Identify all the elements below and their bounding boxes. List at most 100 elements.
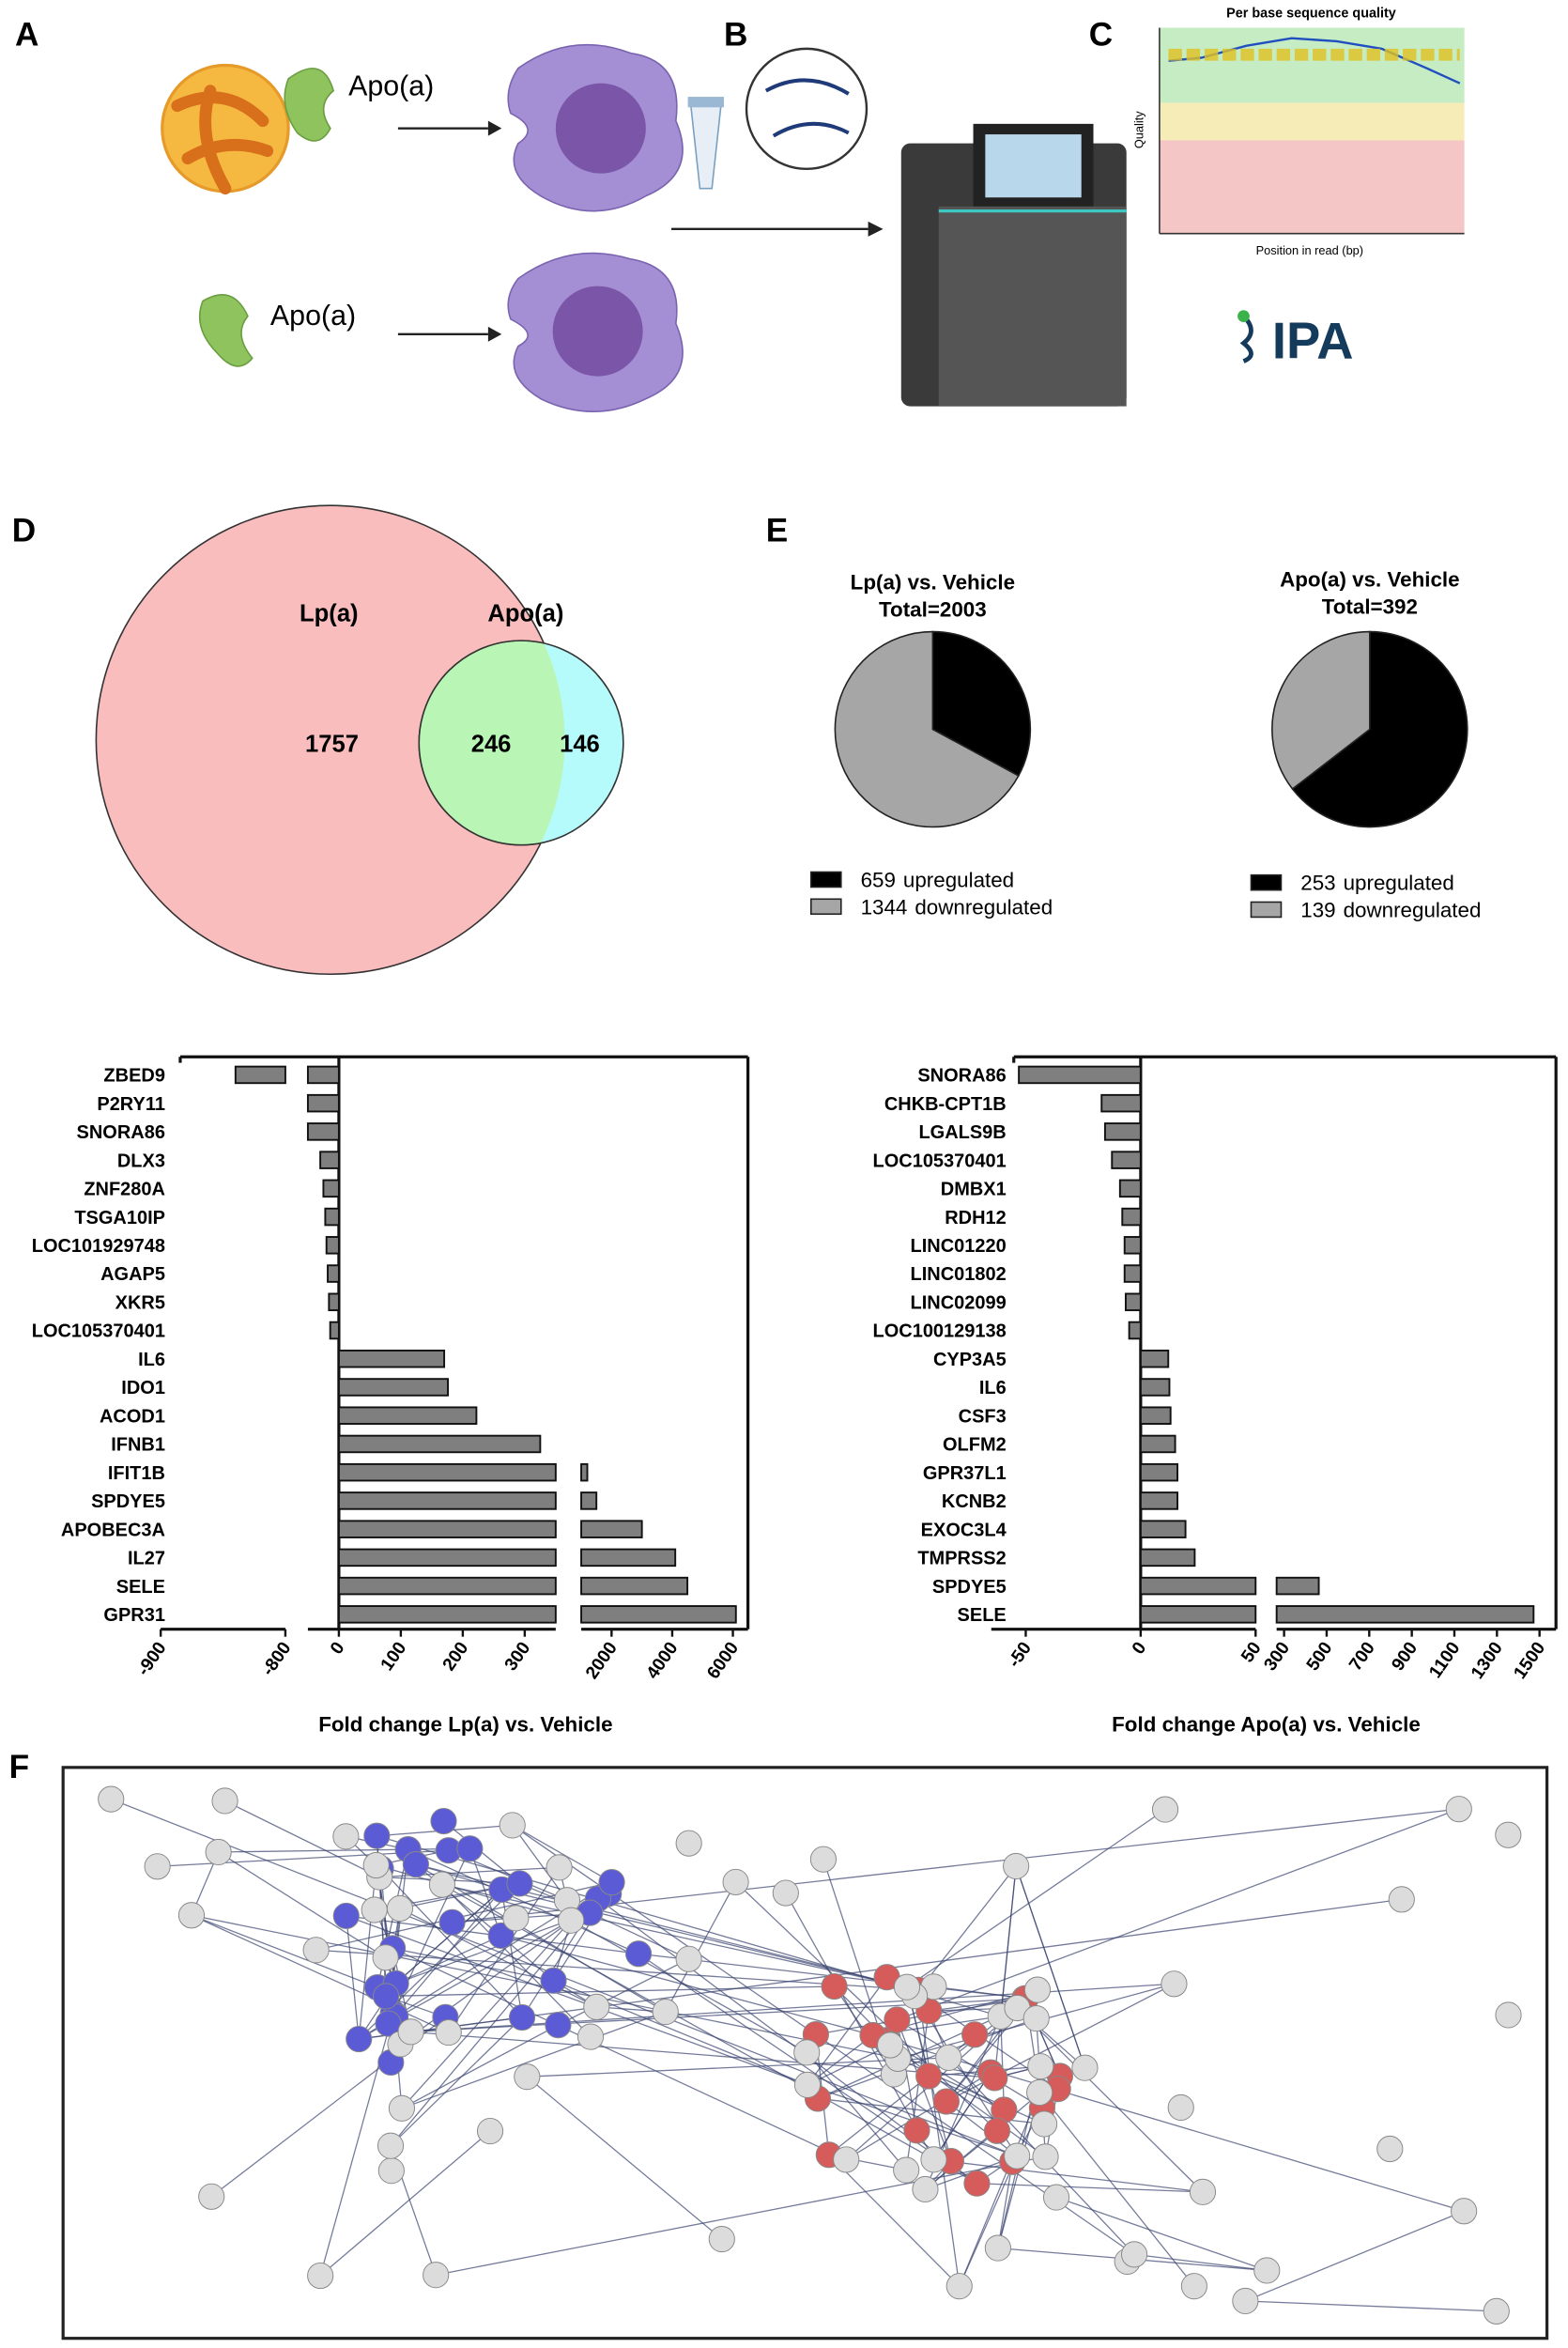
node <box>205 1838 232 1866</box>
node <box>558 1907 585 1934</box>
legend-entry: 659 upregulated <box>861 868 1015 891</box>
node <box>984 2234 1011 2262</box>
bar <box>1123 1236 1142 1255</box>
arrow-head <box>487 326 502 342</box>
edge <box>448 1866 561 2033</box>
bar <box>1111 1151 1142 1169</box>
x-tick-label: 300 <box>501 1639 535 1675</box>
nucleus <box>552 286 643 377</box>
bar <box>234 1065 286 1085</box>
bar <box>306 1122 340 1141</box>
axis-label: Quality <box>1131 111 1145 148</box>
node <box>377 2157 405 2185</box>
node <box>1151 1796 1179 1823</box>
quality-bad <box>1159 140 1465 234</box>
bar <box>337 1378 450 1397</box>
category-label: RDH12 <box>945 1208 1007 1228</box>
edge <box>806 2051 907 2170</box>
count-label: 1757 <box>305 732 359 758</box>
legend-count: 253 <box>1300 872 1335 895</box>
axis-label: Position in read (bp) <box>1256 243 1363 257</box>
category-label: TSGA10IP <box>74 1208 165 1228</box>
node <box>912 2175 939 2203</box>
bar <box>329 1321 340 1340</box>
category-label: TMPRSS2 <box>917 1549 1006 1569</box>
node <box>1253 2257 1281 2284</box>
x-tick-label: 1300 <box>1468 1639 1507 1683</box>
overlap <box>418 640 565 846</box>
node <box>809 1846 837 1873</box>
node <box>624 1940 653 1968</box>
bar <box>1139 1605 1257 1624</box>
category-label: DLX3 <box>117 1151 165 1171</box>
edge <box>441 1884 977 2185</box>
node <box>346 2025 373 2053</box>
pie: Lp(a) vs. Vehicle Total=2003 659 upregulate… <box>809 571 1053 919</box>
edge <box>932 2072 992 2160</box>
panel-label: C <box>1089 17 1113 54</box>
panel-label: D <box>12 513 36 549</box>
pie-subtitle: Total=392 <box>1322 595 1418 618</box>
bar <box>1139 1491 1179 1510</box>
node <box>1180 2273 1207 2300</box>
x-tick-label: 4000 <box>643 1639 683 1683</box>
legend-count: 139 <box>1300 898 1335 921</box>
category-label: LINC02099 <box>911 1292 1007 1313</box>
sequencer-screen <box>985 134 1082 198</box>
category-label: LINC01220 <box>911 1236 1007 1257</box>
bar <box>1275 1605 1535 1624</box>
node <box>211 1787 238 1815</box>
bar <box>337 1605 557 1624</box>
x-tick-label: 1100 <box>1425 1639 1464 1682</box>
bar <box>580 1605 737 1624</box>
edge <box>807 1976 888 2086</box>
node <box>821 1972 848 2000</box>
node <box>583 1993 610 2020</box>
category-label: P2RY11 <box>97 1094 165 1115</box>
node <box>675 1945 702 1972</box>
edge <box>401 2024 559 2109</box>
node <box>1232 2287 1259 2315</box>
legend-swatch <box>809 871 842 888</box>
node <box>893 1973 921 2000</box>
node <box>397 2018 424 2046</box>
sequencer-body <box>938 206 1127 407</box>
edge <box>828 2154 961 2287</box>
bar <box>1139 1434 1176 1454</box>
category-label: GPR31 <box>103 1605 165 1626</box>
category-label: XKR5 <box>115 1292 165 1313</box>
edge <box>399 1908 597 2008</box>
edge <box>218 1851 386 1958</box>
count-label: 146 <box>560 732 600 758</box>
node <box>435 2019 462 2047</box>
category-label: SPDYE5 <box>91 1491 165 1512</box>
node <box>598 1869 625 1896</box>
edge <box>1134 2253 1268 2272</box>
legend-swatch <box>1250 873 1283 891</box>
x-tick-label: 500 <box>1303 1639 1337 1675</box>
edge <box>401 2011 666 2109</box>
edge <box>392 1947 847 2160</box>
node <box>1032 2143 1059 2170</box>
edge <box>976 2183 1204 2193</box>
edge <box>390 2016 523 2147</box>
node <box>332 1902 360 1929</box>
category-label: LOC105370401 <box>873 1151 1007 1171</box>
node <box>546 1854 573 1881</box>
node <box>983 2117 1011 2144</box>
node <box>363 1822 391 1849</box>
node <box>893 2156 920 2184</box>
x-tick-label: 900 <box>1389 1639 1422 1675</box>
edge <box>191 1914 378 1988</box>
category-label: SELE <box>958 1605 1007 1626</box>
category-label: LINC01802 <box>911 1264 1007 1285</box>
bar <box>337 1548 557 1568</box>
node <box>508 2003 536 2031</box>
edge <box>390 1898 599 2147</box>
legend-entry: 139 downregulated <box>1300 898 1481 921</box>
node <box>963 2170 991 2197</box>
edge <box>469 1848 502 1937</box>
bar <box>1139 1378 1171 1397</box>
bar <box>1275 1576 1320 1596</box>
